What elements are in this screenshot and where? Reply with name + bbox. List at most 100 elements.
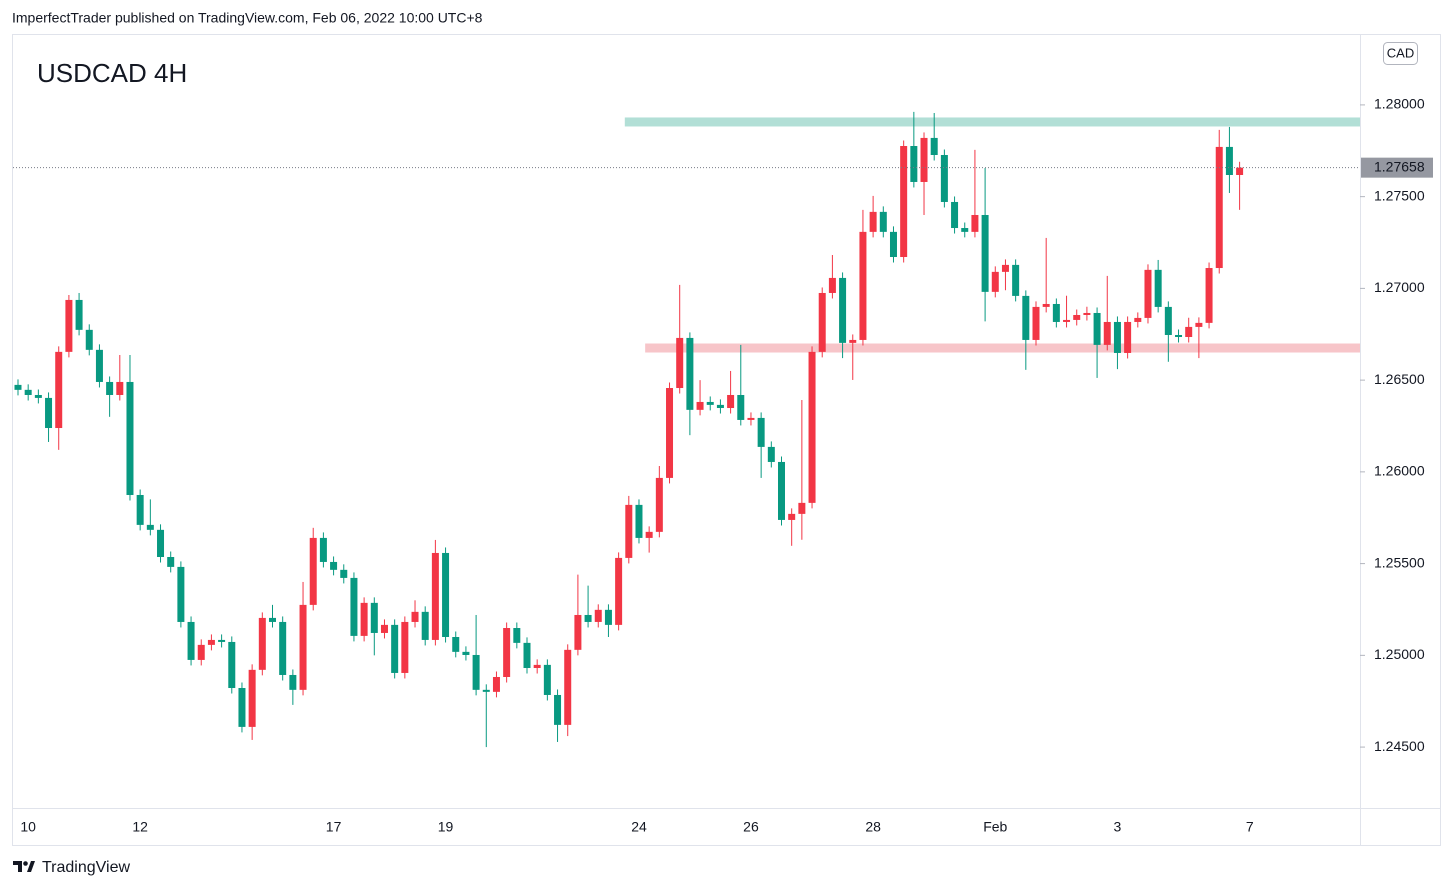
candle-body <box>686 337 694 410</box>
candle-body <box>991 271 999 292</box>
candle-body <box>1175 334 1183 338</box>
candle-body <box>462 651 470 655</box>
candle-body <box>961 228 969 232</box>
candle-body <box>666 388 674 478</box>
candle-body <box>615 557 623 625</box>
candle-body <box>849 339 857 343</box>
candle-body <box>34 394 42 398</box>
y-tick-label: 1.26500 <box>1374 371 1425 387</box>
candle-body <box>757 417 765 447</box>
candle-body <box>391 624 399 673</box>
candle-body <box>889 231 897 258</box>
candle-body <box>594 609 602 622</box>
candle-body <box>340 569 348 578</box>
candle-body <box>472 654 480 690</box>
x-tick-label: 3 <box>1114 819 1122 835</box>
candle-body <box>716 404 724 409</box>
candle-body <box>1205 268 1213 323</box>
candle-body <box>737 394 745 420</box>
candle-body <box>95 349 103 382</box>
y-tick-label: 1.25000 <box>1374 646 1425 662</box>
candle-body <box>554 694 562 725</box>
candle-body <box>14 384 22 390</box>
candle-body <box>187 621 195 660</box>
candle-body <box>1144 269 1152 318</box>
x-tick-label: 26 <box>743 819 759 835</box>
y-tick-label: 1.27500 <box>1374 187 1425 203</box>
candle-body <box>584 614 592 622</box>
candle-body <box>269 617 276 622</box>
plot: 1.24500 1.25000 1.25500 1.26000 1.26500 1.270… <box>13 96 1433 835</box>
candle-body <box>360 602 368 636</box>
candle-body <box>981 214 989 292</box>
candle-body <box>1124 321 1132 353</box>
logo-mark <box>27 861 35 872</box>
candle-body <box>1225 146 1233 175</box>
candle-body <box>564 649 572 725</box>
candle-body <box>503 628 511 677</box>
candle-body <box>319 537 327 562</box>
candle-body <box>788 513 796 520</box>
candle-body <box>828 277 836 293</box>
brand: TradingView <box>42 859 130 876</box>
candle-body <box>1164 306 1172 335</box>
candle-body <box>706 401 714 405</box>
candle-body <box>1083 312 1091 315</box>
candle-body <box>1185 326 1193 338</box>
candle-body <box>442 552 450 637</box>
candle-body <box>228 641 236 689</box>
candle-body <box>1001 264 1009 272</box>
candle-body <box>676 337 684 389</box>
candle-body <box>258 617 266 670</box>
candle-body <box>370 602 378 633</box>
candle-body <box>452 636 460 652</box>
candle-body <box>543 664 551 695</box>
candle-body <box>798 502 806 514</box>
candle-body <box>421 611 429 640</box>
x-tick-label: 19 <box>438 819 454 835</box>
y-tick-label: 1.25500 <box>1374 554 1425 570</box>
candle-body <box>808 351 816 503</box>
candle-body <box>1103 321 1111 345</box>
candle-body <box>645 531 653 538</box>
candle-body <box>218 639 226 642</box>
candle-body <box>65 299 73 352</box>
candle-body <box>604 609 612 625</box>
chart-title: USDCAD 4H <box>37 58 187 88</box>
candle-body <box>401 621 409 673</box>
y-tick-label: 1.24500 <box>1374 738 1425 754</box>
candle-body <box>859 231 867 340</box>
candle-body <box>116 381 124 395</box>
candle-body <box>767 446 775 462</box>
candle-body <box>85 329 93 350</box>
candle-body <box>1154 269 1162 307</box>
candle-body <box>330 561 338 570</box>
y-tick-label: 1.26000 <box>1374 463 1425 479</box>
x-tick-label: Feb <box>983 819 1007 835</box>
candle-body <box>1032 306 1040 340</box>
candle-body <box>126 381 134 495</box>
candle-body <box>289 674 297 690</box>
x-tick-label: 12 <box>132 819 148 835</box>
candle-body <box>655 477 663 532</box>
candle-body <box>45 397 53 429</box>
candle-body <box>136 494 144 525</box>
candle-body <box>157 529 165 557</box>
candle-body <box>818 292 826 352</box>
candle-body <box>1042 303 1050 307</box>
candle-body <box>696 401 704 410</box>
candle-body <box>279 621 287 675</box>
last-price-label: 1.27658 <box>1374 158 1425 174</box>
candle-body <box>1022 295 1030 340</box>
candle-body <box>951 201 959 229</box>
candle-body <box>839 277 847 343</box>
y-tick-label: 1.27000 <box>1374 279 1425 295</box>
currency: CAD <box>1387 45 1414 60</box>
logo-mark <box>13 861 22 872</box>
candle-body <box>248 669 256 727</box>
frame <box>12 34 1441 846</box>
candle-body <box>1093 312 1101 345</box>
candle-body <box>106 381 114 395</box>
